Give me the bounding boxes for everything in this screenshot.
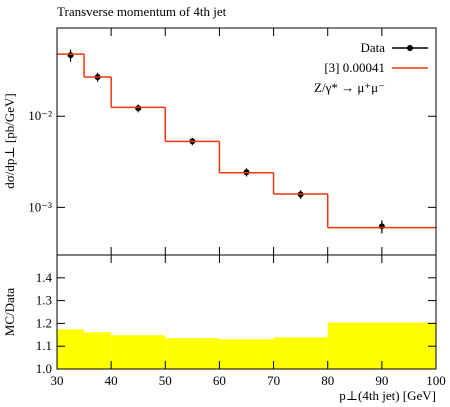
ratio-band: [57, 329, 85, 369]
annotation: Z/γ* → μ⁺μ⁻: [314, 80, 385, 95]
y-tick-label: 1.3: [36, 293, 52, 308]
x-tick-label: 50: [159, 373, 172, 388]
x-tick-label: 40: [105, 373, 118, 388]
data-point: [378, 223, 385, 230]
y-tick-label: 10⁻²: [28, 108, 52, 123]
ratio-band: [84, 332, 112, 369]
legend-marker: [407, 45, 413, 51]
x-tick-label: 90: [375, 373, 388, 388]
data-point: [67, 52, 74, 59]
y-tick-label: 1.0: [36, 361, 52, 376]
x-tick-label: 70: [267, 373, 280, 388]
legend-label: Data: [360, 40, 385, 55]
x-tick-label: 30: [51, 373, 64, 388]
data-point: [135, 105, 142, 112]
ratio-band: [219, 339, 274, 369]
x-tick-label: 80: [321, 373, 334, 388]
x-tick-label: 100: [426, 373, 446, 388]
ratio-band: [273, 337, 328, 369]
plot-frame: [56, 254, 437, 370]
y-axis-label: dσ/dp⊥ [pb/GeV]: [2, 93, 17, 188]
ratio-band: [165, 338, 220, 369]
ratio-y-axis-label: MC/Data: [2, 288, 17, 337]
y-tick-label: 10⁻³: [28, 199, 52, 214]
ratio-band: [111, 335, 166, 369]
y-tick-label: 1.4: [36, 270, 53, 285]
y-tick-label: 1.2: [36, 315, 52, 330]
x-tick-label: 60: [213, 373, 226, 388]
legend-label: [3] 0.00041: [324, 60, 385, 75]
x-axis-label: p⊥(4th jet) [GeV]: [339, 388, 436, 403]
y-tick-label: 1.1: [36, 338, 52, 353]
chart-title: Transverse momentum of 4th jet: [57, 4, 227, 19]
